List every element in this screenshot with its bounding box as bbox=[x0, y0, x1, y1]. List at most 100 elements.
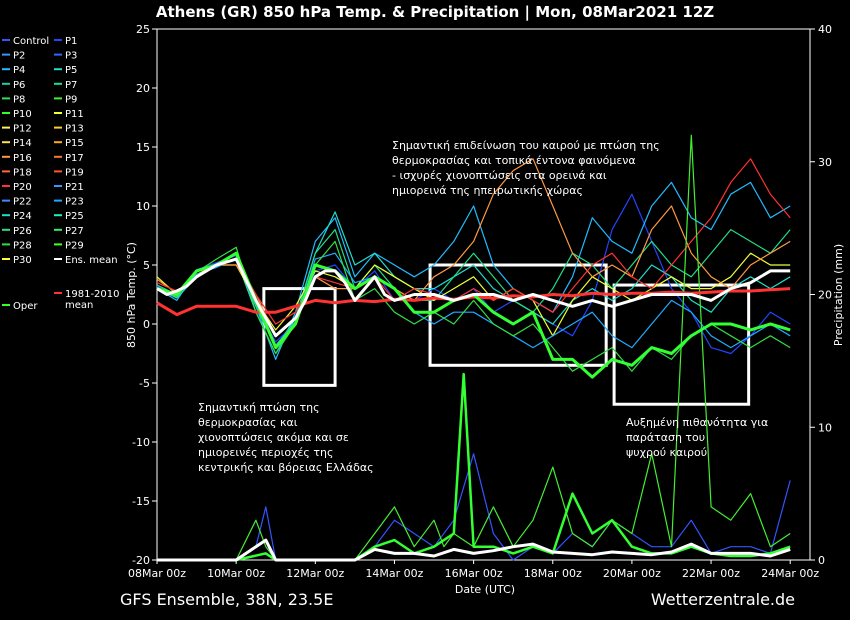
legend-item-p9: P9 bbox=[54, 94, 77, 105]
legend-item-p16: P16 bbox=[2, 153, 32, 164]
legend: Control P1 P2 P3 P4 P5 P6 P7 P8 P9 P10 P11 P12 P13 P14… bbox=[2, 36, 120, 312]
legend-item-p23: P23 bbox=[54, 197, 84, 208]
legend-label: P15 bbox=[65, 138, 84, 149]
legend-label: P27 bbox=[65, 226, 84, 237]
legend-item-p17: P17 bbox=[54, 153, 84, 164]
legend-label: P23 bbox=[65, 197, 84, 208]
legend-label: P26 bbox=[13, 226, 32, 237]
footer-right: Wetterzentrale.de bbox=[651, 590, 795, 609]
y2-tick-label: 0 bbox=[818, 554, 825, 567]
plot-area bbox=[156, 28, 811, 562]
x-tick-label: 22Mar 00z bbox=[682, 567, 740, 580]
legend-item-p24: P24 bbox=[2, 211, 32, 222]
legend-item-p13: P13 bbox=[54, 124, 84, 135]
legend-item-p11: P11 bbox=[54, 109, 84, 120]
legend-label: P7 bbox=[65, 80, 77, 91]
y-axis-label: 850 hPa Temp. (°C) bbox=[125, 242, 138, 348]
x-tick-label: 12Mar 00z bbox=[286, 567, 344, 580]
y2-tick-label: 20 bbox=[818, 289, 832, 302]
x-tick-label: 24Mar 00z bbox=[761, 567, 819, 580]
legend-label: Ens. mean bbox=[65, 255, 118, 266]
x-tick-label: 08Mar 00z bbox=[128, 567, 186, 580]
legend-label: P18 bbox=[13, 167, 32, 178]
highlight-box bbox=[612, 283, 751, 406]
legend-item-control: Control bbox=[2, 36, 49, 47]
y-tick-label: 0 bbox=[143, 318, 150, 331]
legend-item-p10: P10 bbox=[2, 109, 32, 120]
legend-item-p30: P30 bbox=[2, 255, 32, 266]
y-tick-label: 25 bbox=[136, 23, 150, 36]
legend-item-p6: P6 bbox=[2, 80, 25, 91]
annotation-text: Σημαντική επιδείνωση του καιρού με πτώση… bbox=[392, 139, 660, 197]
legend-label: P3 bbox=[65, 51, 77, 62]
x-tick-label: 18Mar 00z bbox=[524, 567, 582, 580]
legend-label: P28 bbox=[13, 240, 32, 251]
y-tick-label: 15 bbox=[136, 141, 150, 154]
chart-title: Athens (GR) 850 hPa Temp. & Precipitatio… bbox=[156, 3, 714, 22]
annotation-text: Αυξημένη πιθανότητα για παράταση του ψυχρο… bbox=[626, 416, 768, 459]
legend-label: P2 bbox=[13, 51, 25, 62]
legend-item-p5: P5 bbox=[54, 65, 77, 76]
legend-item-p3: P3 bbox=[54, 51, 77, 62]
series-line-p16 bbox=[156, 158, 791, 337]
legend-item-p1: P1 bbox=[54, 36, 77, 47]
legend-item-p26: P26 bbox=[2, 226, 32, 237]
legend-label: P24 bbox=[13, 211, 32, 222]
legend-label: P10 bbox=[13, 109, 32, 120]
legend-item-oper: Oper bbox=[2, 301, 38, 312]
series-line-p28 bbox=[156, 240, 791, 372]
highlight-box bbox=[262, 287, 337, 387]
series-line-ens-mean-precip bbox=[157, 538, 791, 562]
x-tick-label: 20Mar 00z bbox=[603, 567, 661, 580]
y2-tick-label: 40 bbox=[818, 23, 832, 36]
legend-label: P21 bbox=[65, 182, 84, 193]
y-tick-label: 5 bbox=[143, 259, 150, 272]
legend-item-p27: P27 bbox=[54, 226, 84, 237]
legend-label: P9 bbox=[65, 94, 77, 105]
y-tick-label: -20 bbox=[132, 554, 150, 567]
legend-label: P11 bbox=[65, 109, 84, 120]
series-line-ens-mean bbox=[156, 257, 791, 338]
y-tick-label: 10 bbox=[136, 200, 150, 213]
legend-label: Control bbox=[13, 36, 49, 47]
legend-label: P20 bbox=[13, 182, 32, 193]
annotations: Σημαντική επιδείνωση του καιρού με πτώση… bbox=[198, 139, 768, 474]
legend-label: P1 bbox=[65, 36, 77, 47]
legend-item-p18: P18 bbox=[2, 167, 32, 178]
highlight-boxes bbox=[262, 263, 751, 406]
y-axis-left: 25 20 15 10 5 0 -5 -10 -15 -20 bbox=[132, 23, 157, 567]
x-tick-label: 10Mar 00z bbox=[207, 567, 265, 580]
y2-axis-label: Precipitation (mm) bbox=[832, 244, 845, 346]
legend-label: P4 bbox=[13, 65, 25, 76]
legend-item-p12: P12 bbox=[2, 124, 32, 135]
legend-item-p25: P25 bbox=[54, 211, 84, 222]
series-line-p4 bbox=[156, 181, 791, 360]
legend-item-p29: P29 bbox=[54, 240, 84, 251]
legend-item-p8: P8 bbox=[2, 94, 25, 105]
legend-label: P29 bbox=[65, 240, 84, 251]
series-line-p9-precip bbox=[157, 134, 791, 561]
y-tick-label: 20 bbox=[136, 82, 150, 95]
legend-label: P13 bbox=[65, 124, 84, 135]
legend-label: P12 bbox=[13, 124, 32, 135]
x-tick-label: 14Mar 00z bbox=[365, 567, 423, 580]
legend-item-p4: P4 bbox=[2, 65, 25, 76]
legend-item-p22: P22 bbox=[2, 197, 32, 208]
legend-item-p14: P14 bbox=[2, 138, 32, 149]
legend-item-p19: P19 bbox=[54, 167, 84, 178]
legend-label: P22 bbox=[13, 197, 32, 208]
legend-item-p7: P7 bbox=[54, 80, 77, 91]
legend-label: P30 bbox=[13, 255, 32, 266]
x-axis-label: Date (UTC) bbox=[455, 583, 515, 596]
y2-tick-label: 30 bbox=[818, 156, 832, 169]
legend-label: P17 bbox=[65, 153, 84, 164]
annotation-text: Σημαντική πτώση της θερμοκρασίας και χιονο… bbox=[198, 401, 374, 474]
legend-item-p21: P21 bbox=[54, 182, 84, 193]
legend-label: P8 bbox=[13, 94, 25, 105]
y-tick-label: -5 bbox=[139, 377, 150, 390]
legend-label: P19 bbox=[65, 167, 84, 178]
x-tick-label: 16Mar 00z bbox=[445, 567, 503, 580]
y-tick-label: -15 bbox=[132, 495, 150, 508]
legend-label: P14 bbox=[13, 138, 32, 149]
